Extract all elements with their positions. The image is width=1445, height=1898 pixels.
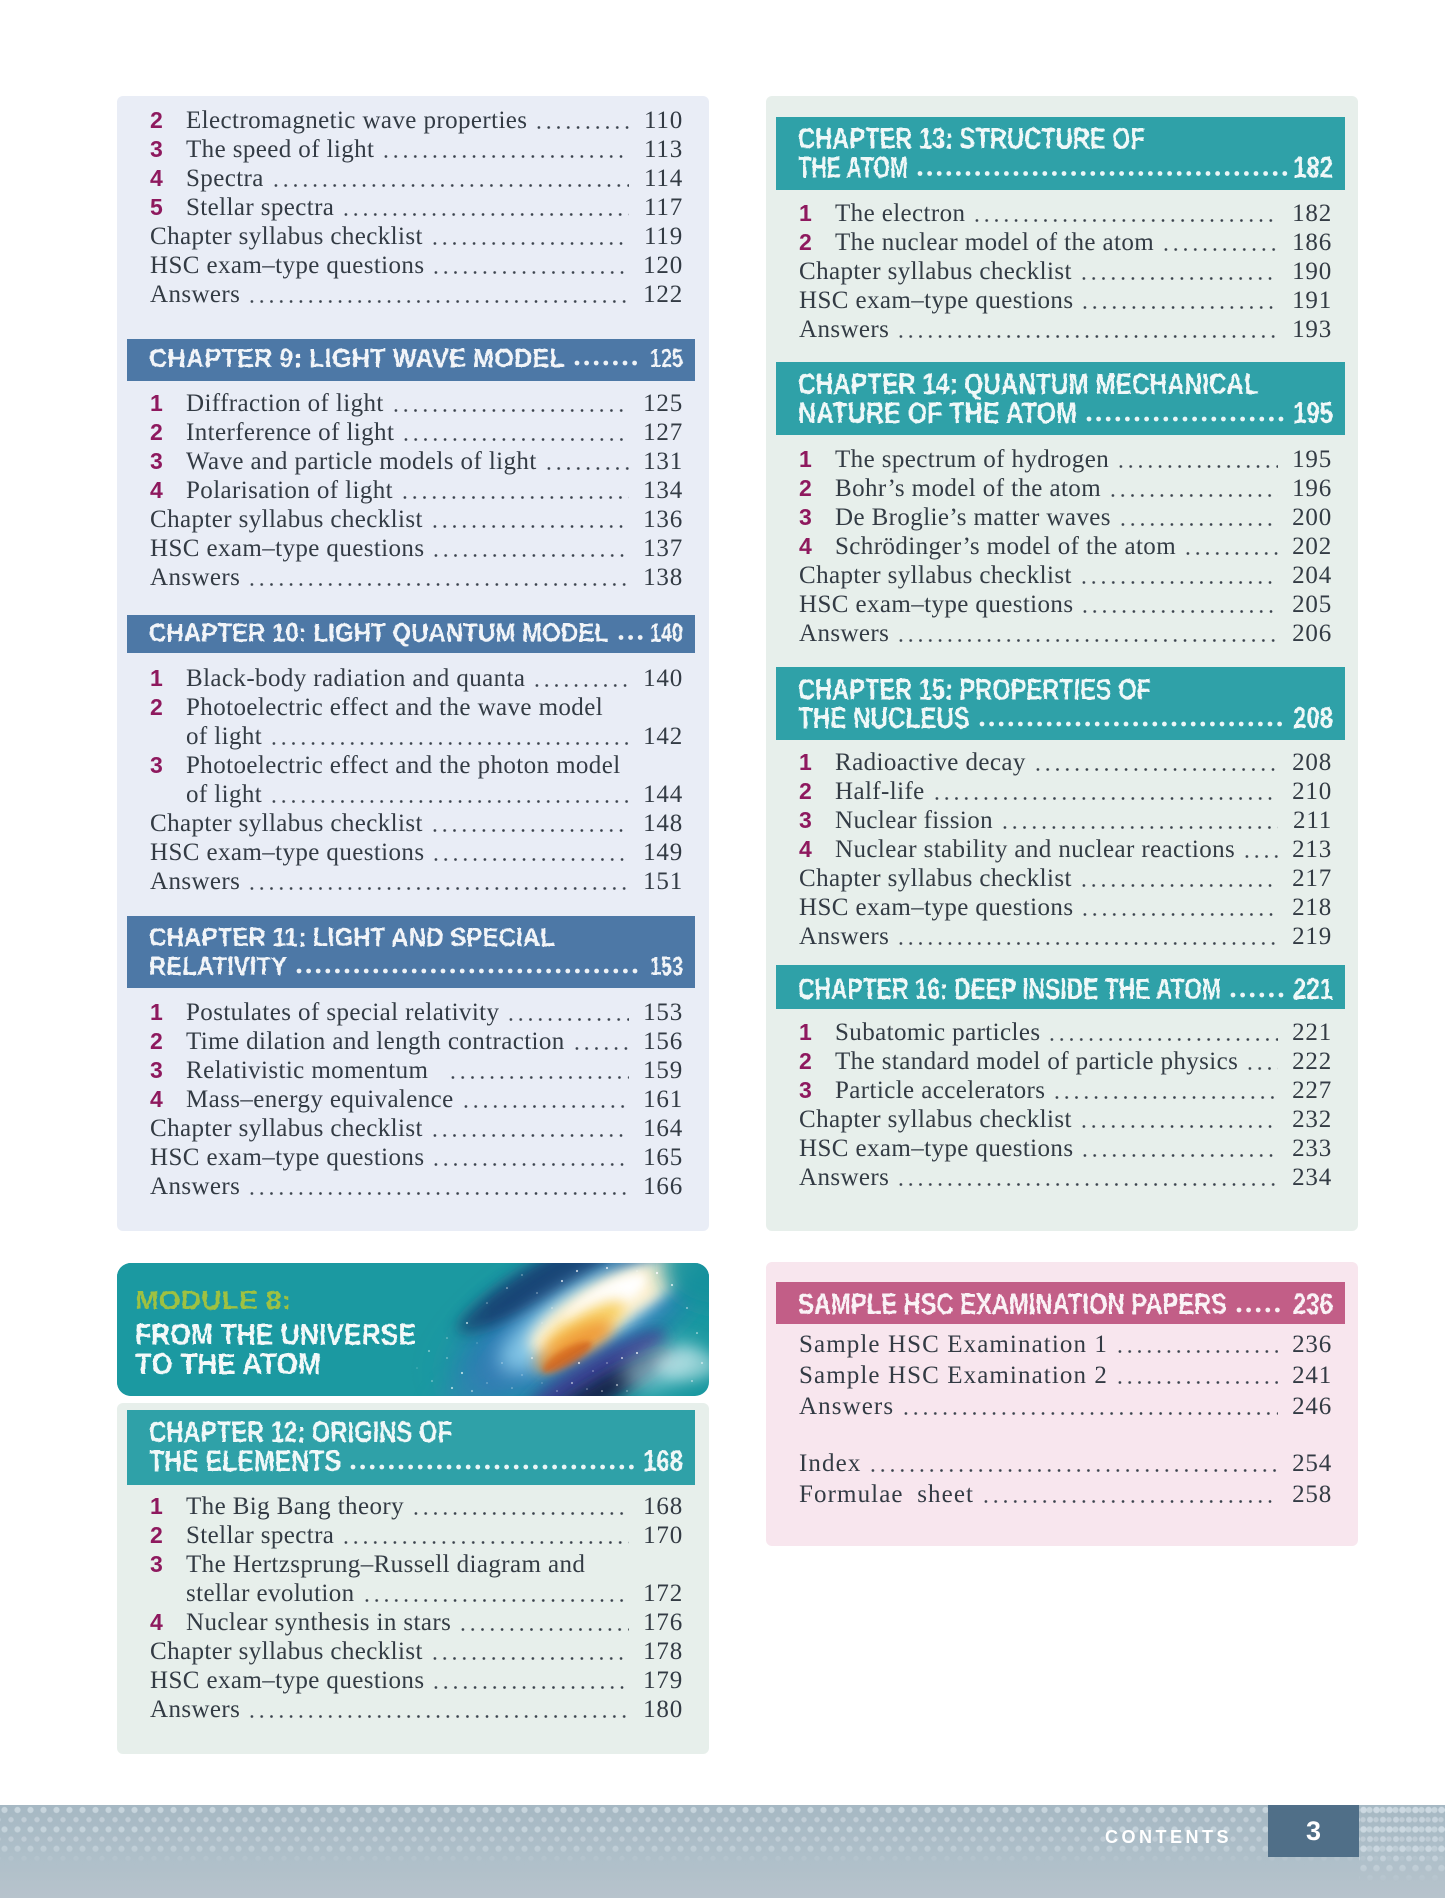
svg-text:TO THE ATOM: TO THE ATOM <box>135 1348 321 1381</box>
svg-text:SAMPLE HSC EXAMINATION PAPERS: SAMPLE HSC EXAMINATION PAPERS <box>798 1288 1227 1321</box>
svg-text:CHAPTER 11: LIGHT AND SPECIAL: CHAPTER 11: LIGHT AND SPECIAL <box>149 922 555 952</box>
svg-text:RELATIVITY: RELATIVITY <box>149 951 287 981</box>
svg-text:221: 221 <box>1293 973 1333 1006</box>
svg-text:CHAPTER 16: DEEP INSIDE THE AT: CHAPTER 16: DEEP INSIDE THE ATOM <box>798 973 1221 1006</box>
svg-text:CHAPTER 15: PROPERTIES OF: CHAPTER 15: PROPERTIES OF <box>798 674 1151 707</box>
svg-text:NATURE OF THE ATOM: NATURE OF THE ATOM <box>798 397 1077 430</box>
svg-text:THE ELEMENTS: THE ELEMENTS <box>149 1445 341 1478</box>
svg-text:CHAPTER 10: LIGHT QUANTUM MODE: CHAPTER 10: LIGHT QUANTUM MODEL <box>149 618 609 648</box>
svg-text:168: 168 <box>643 1445 683 1478</box>
svg-text:THE NUCLEUS: THE NUCLEUS <box>798 702 970 735</box>
svg-text:125: 125 <box>650 343 683 373</box>
svg-text:MODULE 8:: MODULE 8: <box>135 1285 291 1315</box>
svg-text:CHAPTER 13: STRUCTURE OF: CHAPTER 13: STRUCTURE OF <box>798 123 1145 156</box>
svg-text:236: 236 <box>1293 1288 1333 1321</box>
svg-text:140: 140 <box>650 618 683 648</box>
svg-text:182: 182 <box>1293 152 1333 185</box>
svg-text:208: 208 <box>1293 702 1333 735</box>
svg-text:153: 153 <box>650 951 683 981</box>
svg-text:CHAPTER 14: QUANTUM MECHANICAL: CHAPTER 14: QUANTUM MECHANICAL <box>798 368 1259 401</box>
svg-text:195: 195 <box>1293 397 1333 430</box>
svg-text:FROM THE UNIVERSE: FROM THE UNIVERSE <box>135 1319 416 1352</box>
svg-text:CHAPTER 12: ORIGINS OF: CHAPTER 12: ORIGINS OF <box>149 1416 452 1449</box>
svg-text:CHAPTER 9: LIGHT WAVE MODEL: CHAPTER 9: LIGHT WAVE MODEL <box>149 343 565 373</box>
svg-text:THE ATOM: THE ATOM <box>798 152 908 185</box>
